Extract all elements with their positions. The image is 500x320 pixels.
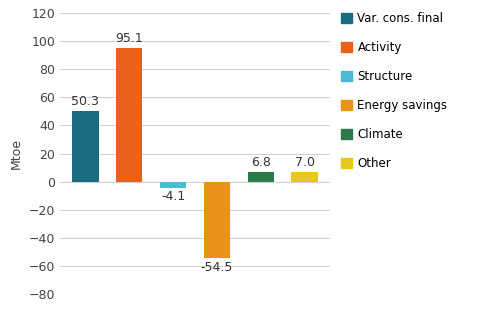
Text: -4.1: -4.1	[161, 190, 185, 203]
Bar	[204, 182, 230, 259]
Bar	[116, 48, 142, 182]
Y-axis label: Mtoe: Mtoe	[10, 138, 23, 169]
Bar	[292, 172, 318, 182]
Bar	[248, 172, 274, 182]
Text: 95.1: 95.1	[116, 32, 143, 45]
Text: 50.3: 50.3	[72, 95, 100, 108]
Bar	[72, 111, 99, 182]
Text: 6.8: 6.8	[251, 156, 270, 169]
Bar	[160, 182, 186, 188]
Text: -54.5: -54.5	[200, 261, 233, 274]
Legend: Var. cons. final, Activity, Structure, Energy savings, Climate, Other: Var. cons. final, Activity, Structure, E…	[341, 12, 448, 170]
Text: 7.0: 7.0	[294, 156, 314, 169]
